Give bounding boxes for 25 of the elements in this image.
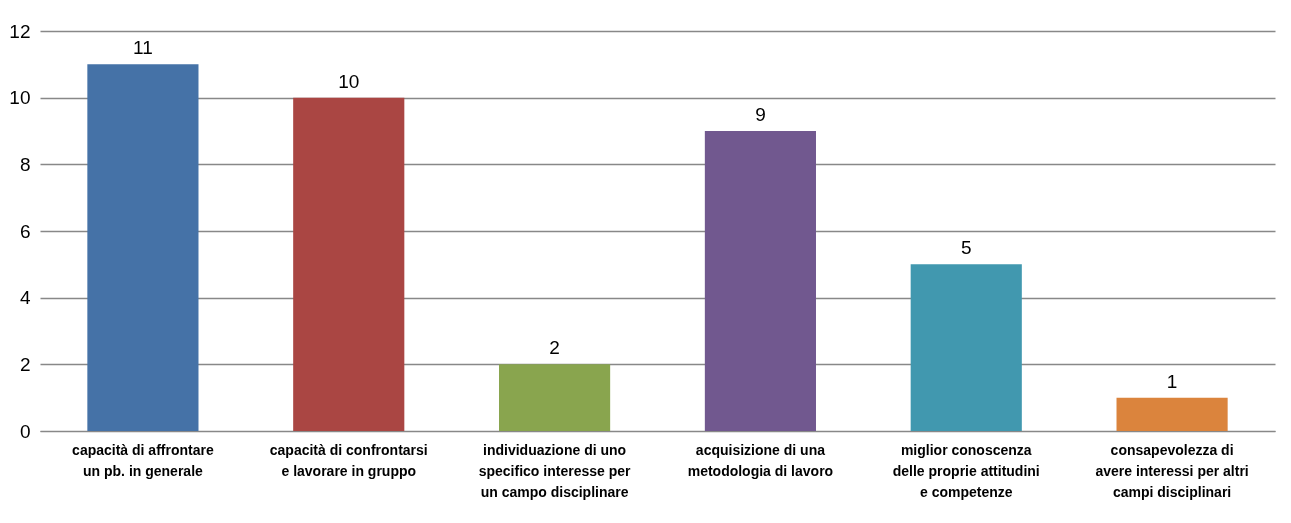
data-label: 11 <box>133 37 153 59</box>
y-tick-label: 12 <box>9 20 31 42</box>
x-tick-label: acquisizione di una metodologia di lavoro <box>687 441 834 479</box>
data-label: 5 <box>960 237 972 259</box>
y-tick-label: 8 <box>19 153 31 175</box>
y-tick-label: 10 <box>9 87 31 109</box>
x-tick-label: miglior conoscenza delle proprie attitudini e competenze <box>892 441 1040 500</box>
x-tick-label: capacità di confrontarsi e lavorare in gruppo <box>269 441 428 479</box>
x-tick-label: individuazione di uno specifico interesse per un campo disciplinare <box>478 441 631 500</box>
y-tick-label: 4 <box>19 287 31 309</box>
x-tick-label: consapevolezza di avere interessi per altri campi disciplinari <box>1095 441 1249 500</box>
x-tick-label: capacità di affrontare un pb. in generale <box>72 441 214 479</box>
data-label: 9 <box>755 104 766 125</box>
bar <box>1116 397 1228 431</box>
bar <box>499 364 611 431</box>
data-label: 2 <box>549 337 560 359</box>
bar <box>704 131 816 431</box>
bar <box>910 264 1022 431</box>
bar <box>87 64 199 431</box>
bar <box>293 97 405 431</box>
data-label: 10 <box>338 70 360 92</box>
y-tick-label: 2 <box>19 353 31 375</box>
data-label: 1 <box>1166 370 1178 392</box>
y-tick-label: 0 <box>19 420 31 442</box>
y-tick-label: 6 <box>19 220 31 242</box>
